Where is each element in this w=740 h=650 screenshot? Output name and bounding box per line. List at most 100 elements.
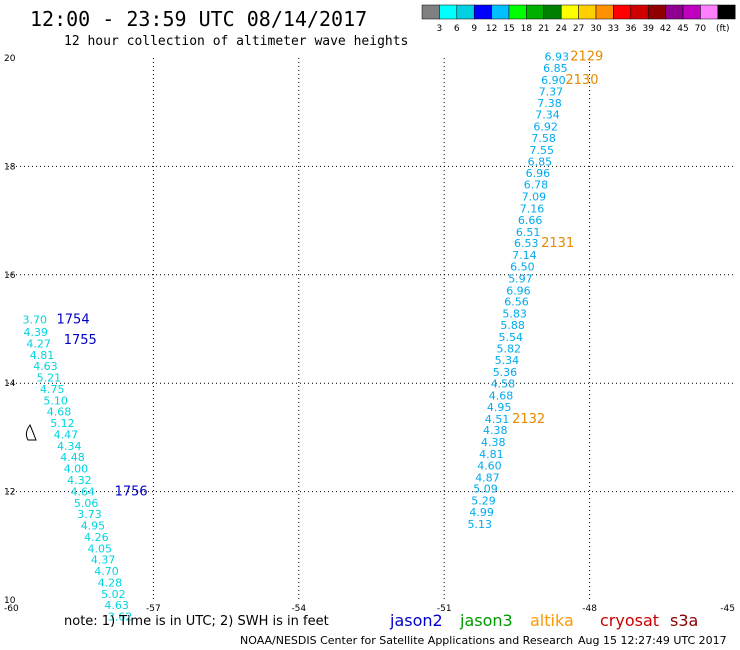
axis-ticks: -60 -57 -54 -51 -48 -45 20 18 16 14 12 10 (4, 54, 735, 614)
wave-height-label: 4.38 (481, 436, 506, 449)
wave-height-label: 7.14 (512, 249, 537, 262)
legend-label: 3 (437, 24, 443, 34)
map-subtitle: 12 hour collection of altimeter wave hei… (64, 34, 408, 49)
wave-height-label: 6.78 (524, 179, 549, 192)
wave-height-label: 4.87 (475, 471, 500, 484)
y-tick-label: 14 (4, 379, 16, 389)
legend-label: 70 (695, 24, 707, 34)
wave-height-label: 4.28 (98, 577, 123, 590)
legend-unit: (ft) (716, 24, 730, 34)
legend-swatch (647, 4, 666, 20)
wave-height-label: 5.10 (43, 394, 68, 407)
legend-label: 21 (538, 24, 549, 34)
legend-label: 18 (521, 24, 533, 34)
y-tick-label: 18 (4, 162, 16, 172)
wave-height-label: 4.05 (88, 542, 113, 555)
satellite-name-altika: altika (530, 611, 574, 630)
wave-height-label: 5.83 (502, 308, 527, 321)
wave-height-label: 4.51 (485, 413, 510, 426)
legend-swatch (508, 4, 527, 20)
satellite-name-s3a: s3a (670, 611, 698, 630)
legend-swatch (560, 4, 579, 20)
footer-credit: NOAA/NESDIS Center for Satellite Applica… (240, 634, 573, 647)
y-tick-label: 12 (4, 488, 15, 498)
legend-label: 15 (503, 24, 514, 34)
legend-label: 36 (625, 24, 637, 34)
legend-swatch (682, 4, 701, 20)
wave-height-label: 7.38 (537, 97, 562, 110)
wave-height-label: 4.58 (491, 378, 516, 391)
wave-height-label: 4.00 (64, 463, 88, 476)
y-tick-label: 20 (4, 54, 16, 64)
wave-height-label: 5.34 (495, 354, 519, 367)
wave-height-label: 5.12 (50, 417, 74, 430)
satellite-name-jason2: jason2 (389, 611, 443, 630)
wave-height-label: 7.58 (531, 132, 556, 145)
wave-height-label: 4.81 (479, 448, 504, 461)
wave-height-label: 4.27 (26, 337, 51, 350)
track-jason2: 3.704.394.274.814.635.214.755.104.685.12… (23, 313, 148, 624)
pass-time-label: 2131 (541, 236, 574, 251)
wave-height-label: 3.70 (23, 314, 48, 327)
wave-height-label: 5.88 (500, 319, 525, 332)
legend-swatch (421, 4, 440, 20)
wave-height-label: 4.32 (67, 474, 92, 487)
wave-height-label: 5.21 (37, 372, 62, 385)
wave-height-label: 4.60 (477, 459, 502, 472)
legend-swatch (526, 4, 545, 20)
satellite-legend: jason2 jason3 altika cryosat s3a (389, 611, 698, 630)
color-legend: 3 6 9 12 15 18 21 24 27 30 33 36 39 42 45 70 (ft) (421, 4, 736, 34)
pass-time-label: 2132 (512, 412, 545, 427)
wave-height-label: 4.26 (84, 531, 109, 544)
pass-time-label: 1755 (64, 333, 97, 348)
wave-height-label: 4.95 (81, 520, 106, 533)
wave-height-label: 4.38 (483, 424, 508, 437)
map-title: 12:00 - 23:59 UTC 08/14/2017 (30, 7, 367, 31)
wave-height-label: 6.50 (510, 261, 534, 274)
legend-swatch (456, 4, 475, 20)
legend-label: 39 (642, 24, 654, 34)
wave-height-label: 5.06 (74, 497, 99, 510)
legend-label: 24 (555, 24, 567, 34)
wave-height-label: 5.54 (499, 331, 524, 344)
wave-height-label: 5.13 (468, 518, 493, 531)
legend-label: 45 (677, 24, 688, 34)
satellite-name-cryosat: cryosat (600, 611, 659, 630)
island-outline (25, 424, 37, 441)
pass-time-label: 2129 (570, 50, 603, 65)
x-tick-label: -45 (720, 604, 735, 614)
pass-time-label: 1754 (57, 313, 90, 328)
x-tick-label: -51 (437, 604, 452, 614)
wave-height-label: 5.82 (497, 342, 522, 355)
y-tick-label: 16 (4, 271, 16, 281)
pass-time-label: 2130 (565, 73, 598, 88)
wave-height-label: 4.37 (91, 554, 116, 567)
wave-height-label: 4.64 (71, 485, 96, 498)
map-grid (8, 58, 735, 600)
legend-swatch (665, 4, 684, 20)
wave-height-label: 5.09 (473, 483, 498, 496)
wave-height-label: 6.96 (506, 284, 531, 297)
legend-label: 12 (486, 24, 497, 34)
wave-height-label: 7.55 (530, 144, 555, 157)
pass-time-label: 1756 (115, 484, 148, 499)
legend-label: 33 (608, 24, 619, 34)
legend-swatch (578, 4, 597, 20)
wave-height-label: 4.95 (487, 401, 512, 414)
wave-height-label: 5.97 (508, 272, 533, 285)
wave-height-label: 6.90 (541, 74, 566, 87)
x-tick-label: -48 (582, 604, 597, 614)
x-tick-label: -57 (146, 604, 161, 614)
wave-height-label: 5.29 (471, 495, 496, 508)
legend-swatch (700, 4, 719, 20)
legend-label: 9 (471, 24, 477, 34)
y-tick-label: 10 (4, 596, 16, 606)
wave-height-label: 3.73 (77, 508, 102, 521)
wave-height-label: 4.63 (104, 599, 128, 612)
wave-height-label: 5.02 (101, 588, 126, 601)
wave-height-label: 7.34 (535, 109, 560, 122)
legend-swatch (613, 4, 632, 20)
wave-height-label: 4.47 (54, 429, 79, 442)
footer-timestamp: Aug 15 12:27:49 UTC 2017 (578, 634, 727, 647)
